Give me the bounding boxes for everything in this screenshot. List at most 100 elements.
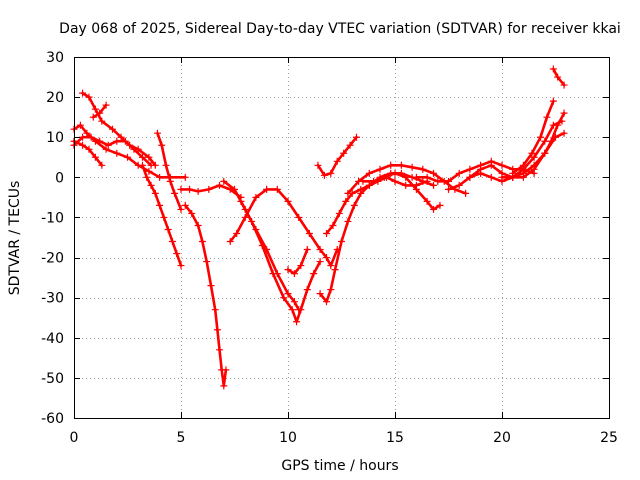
data-point xyxy=(541,149,549,157)
data-point xyxy=(143,173,151,181)
data-point xyxy=(263,185,271,193)
series-line xyxy=(286,248,309,275)
data-point xyxy=(237,197,245,205)
data-point xyxy=(430,181,438,189)
data-point xyxy=(331,266,339,274)
data-point xyxy=(344,189,352,197)
data-point xyxy=(173,250,181,258)
data-point xyxy=(552,133,559,141)
data-point xyxy=(211,306,219,314)
series-track-9 xyxy=(181,201,230,390)
y-tick-label: 30 xyxy=(46,50,64,66)
series-track-5 xyxy=(89,101,110,121)
x-tick-label: 5 xyxy=(177,430,186,446)
data-point xyxy=(166,177,174,185)
data-point xyxy=(445,177,452,185)
series-line xyxy=(325,172,435,235)
data-point xyxy=(365,181,373,189)
series-line xyxy=(500,131,566,179)
data-point xyxy=(241,213,249,221)
data-point xyxy=(323,229,331,237)
data-point xyxy=(273,185,281,193)
series-track-24 xyxy=(498,129,568,181)
y-tick-label: -50 xyxy=(41,371,64,387)
data-point xyxy=(376,165,384,173)
data-point xyxy=(91,153,99,161)
data-point xyxy=(231,185,238,193)
data-series xyxy=(70,65,568,390)
data-point xyxy=(102,145,110,153)
x-tick-label: 20 xyxy=(493,430,511,446)
data-point xyxy=(297,262,305,270)
data-point xyxy=(109,125,117,133)
data-point xyxy=(89,113,97,121)
y-tick-label: 10 xyxy=(46,130,64,146)
y-tick-label: -10 xyxy=(41,210,64,226)
data-point xyxy=(549,65,557,73)
data-point xyxy=(284,290,292,298)
data-point xyxy=(466,173,474,181)
data-point xyxy=(530,165,538,173)
data-point xyxy=(346,141,354,149)
series-line xyxy=(468,119,564,183)
data-point xyxy=(391,169,399,177)
data-point xyxy=(205,185,213,193)
data-point xyxy=(248,217,256,225)
data-point xyxy=(462,189,470,197)
data-point xyxy=(290,298,298,306)
data-point xyxy=(284,266,292,274)
data-point xyxy=(357,185,365,193)
data-point xyxy=(147,181,155,189)
series-track-11 xyxy=(226,185,341,270)
y-tick-label: -60 xyxy=(41,411,64,427)
series-line xyxy=(239,200,322,323)
data-point xyxy=(164,225,172,233)
series-track-22 xyxy=(509,97,557,177)
data-point xyxy=(177,205,185,213)
y-axis-tick-labels: 30 20 10 0 -10 -20 -30 -40 -50 -60 xyxy=(41,50,64,427)
data-point xyxy=(477,169,485,177)
data-point xyxy=(194,221,202,229)
y-tick-label: 0 xyxy=(55,170,64,186)
data-point xyxy=(316,290,324,298)
data-point xyxy=(177,185,185,193)
data-point xyxy=(558,117,566,125)
data-point xyxy=(430,205,438,213)
y-tick-label: -20 xyxy=(41,251,64,267)
series-line xyxy=(72,139,104,167)
y-axis-label: SDTVAR / TECUs xyxy=(7,181,23,296)
data-point xyxy=(76,121,84,129)
series-line xyxy=(228,188,339,267)
data-point xyxy=(216,181,224,189)
series-line xyxy=(316,135,358,177)
data-point xyxy=(222,366,230,374)
data-point xyxy=(198,238,206,246)
data-point xyxy=(487,173,495,181)
x-tick-label: 25 xyxy=(600,430,618,446)
data-point xyxy=(186,185,194,193)
data-point xyxy=(233,229,241,237)
data-point xyxy=(323,298,331,306)
data-point xyxy=(121,137,129,145)
data-point xyxy=(104,141,112,149)
data-point xyxy=(434,177,442,185)
data-point xyxy=(168,238,176,246)
data-point xyxy=(498,161,506,169)
data-point xyxy=(303,246,311,254)
data-point xyxy=(327,262,335,270)
data-point xyxy=(252,193,260,201)
data-point xyxy=(338,238,345,246)
data-point xyxy=(537,133,545,141)
data-point xyxy=(113,137,121,145)
data-point xyxy=(258,242,266,250)
data-point xyxy=(412,185,420,193)
data-point xyxy=(310,270,318,278)
data-point xyxy=(216,346,224,354)
series-track-4 xyxy=(70,137,106,169)
data-point xyxy=(98,161,106,169)
series-line xyxy=(72,135,153,167)
data-point xyxy=(430,169,438,177)
data-point xyxy=(117,133,125,141)
series-track-3 xyxy=(70,133,155,169)
